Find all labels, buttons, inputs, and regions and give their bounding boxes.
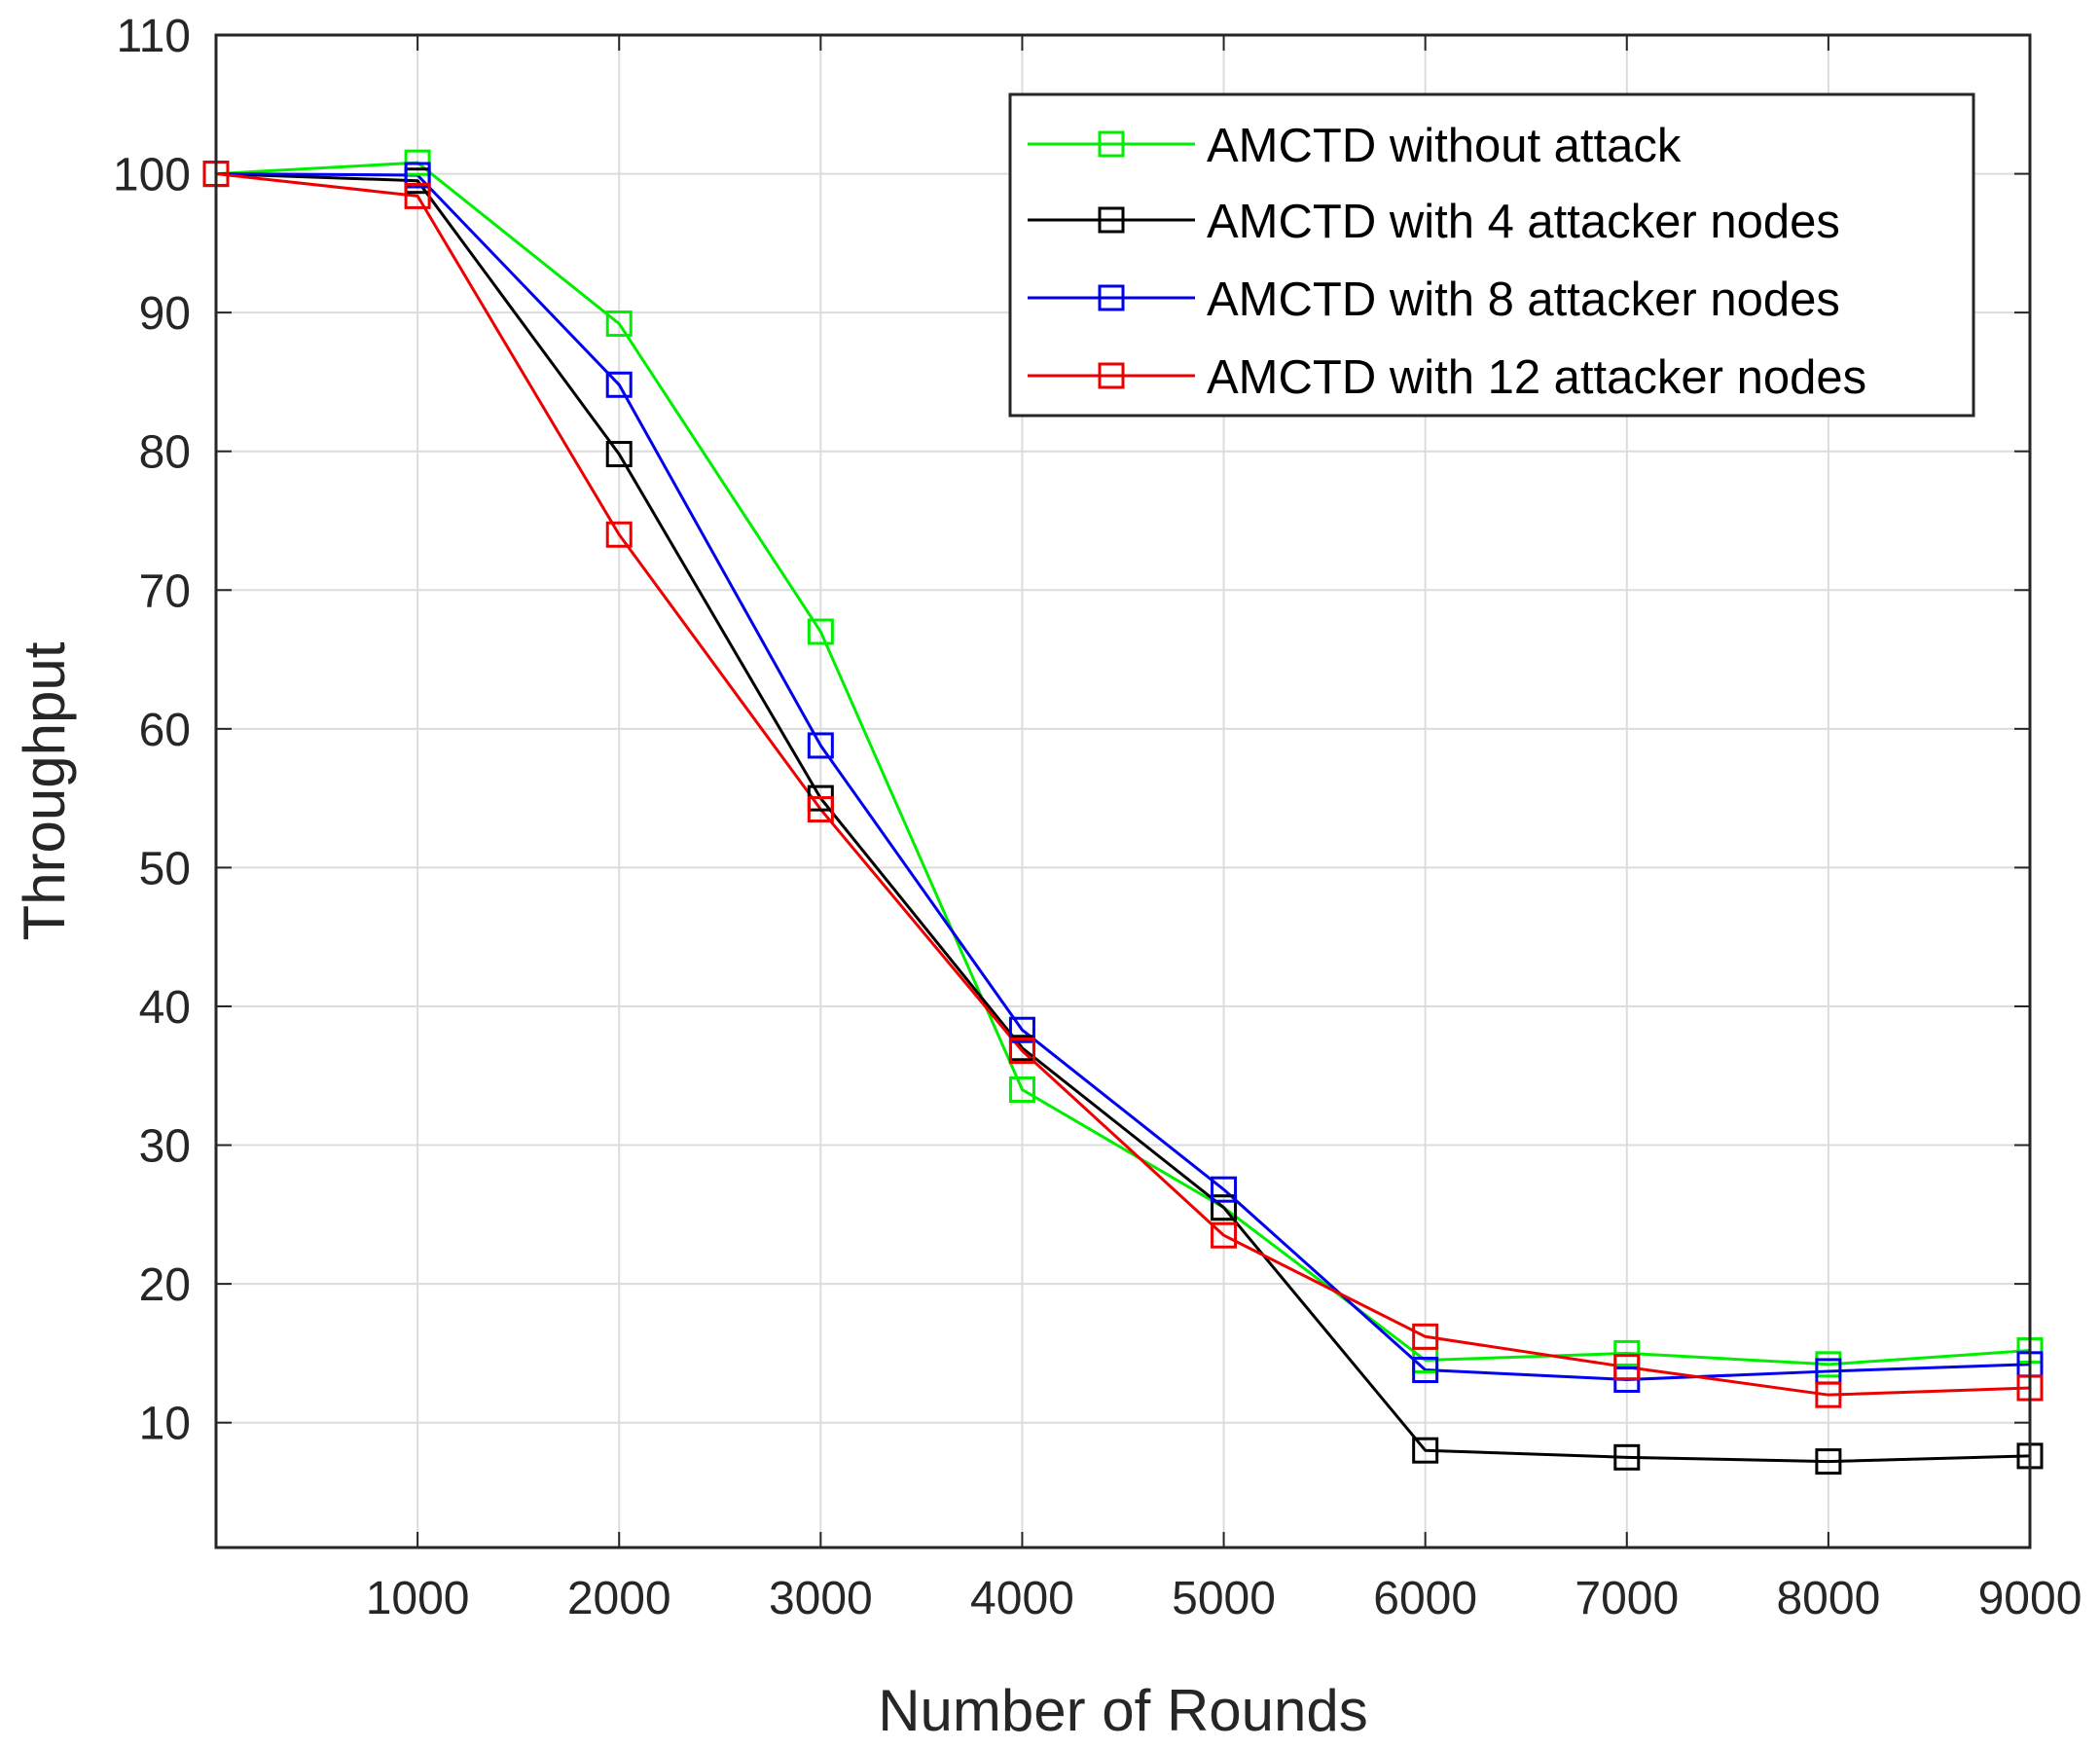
x-tick-label: 7000 xyxy=(1575,1573,1679,1624)
data-point-4-attackers xyxy=(1412,1437,1439,1464)
x-tick-label: 4000 xyxy=(970,1573,1074,1624)
legend-entry-without-attack: AMCTD without attack xyxy=(1028,120,1682,172)
legend: AMCTD without attack AMCTD with 4 attack… xyxy=(1008,92,1975,418)
legend-label-4-attackers: AMCTD with 4 attacker nodes xyxy=(1207,196,1840,248)
legend-entry-8-attackers: AMCTD with 8 attacker nodes xyxy=(1028,273,1840,326)
legend-entry-4-attackers: AMCTD with 4 attacker nodes xyxy=(1028,196,1840,248)
data-point-4-attackers xyxy=(1613,1443,1641,1471)
data-point-without-attack xyxy=(605,310,633,338)
legend-label-12-attackers: AMCTD with 12 attacker nodes xyxy=(1207,351,1866,404)
x-tick-label: 2000 xyxy=(567,1573,671,1624)
x-tick-label: 8000 xyxy=(1776,1573,1880,1624)
data-point-without-attack xyxy=(1008,1076,1035,1104)
y-tick-label: 110 xyxy=(116,11,191,62)
data-point-8-attackers xyxy=(1412,1357,1439,1384)
legend-marker-without-attack xyxy=(1098,130,1125,158)
data-point-12-attackers xyxy=(605,521,633,548)
x-tick-label: 3000 xyxy=(769,1573,873,1624)
series-line-4-attackers xyxy=(215,172,2031,1464)
y-tick-label: 90 xyxy=(139,288,191,340)
series-line-12-attackers xyxy=(215,172,2031,1397)
y-axis-title: Throughput xyxy=(12,641,77,940)
x-tick-label: 5000 xyxy=(1172,1573,1276,1624)
data-point-12-attackers xyxy=(1815,1381,1842,1408)
y-tick-label: 60 xyxy=(139,705,191,756)
series-lines xyxy=(215,161,2031,1464)
x-tick-labels: 1000 2000 3000 4000 5000 6000 7000 8000 9000 xyxy=(366,1573,2082,1624)
y-tick-labels: 10 20 30 40 50 60 70 80 90 100 110 xyxy=(113,11,191,1450)
data-point-12-attackers xyxy=(1211,1221,1238,1249)
y-tick-label: 80 xyxy=(139,427,191,479)
data-point-4-attackers xyxy=(1211,1194,1238,1221)
data-point-12-attackers xyxy=(1613,1354,1641,1381)
y-tick-label: 100 xyxy=(113,150,191,201)
series-line-without-attack xyxy=(215,161,2031,1366)
legend-label-without-attack: AMCTD without attack xyxy=(1207,120,1682,172)
plot-box xyxy=(214,33,2032,1549)
data-point-12-attackers xyxy=(404,182,431,209)
tick-marks xyxy=(216,34,2031,1548)
data-point-without-attack xyxy=(807,618,834,645)
legend-label-8-attackers: AMCTD with 8 attacker nodes xyxy=(1207,273,1840,326)
x-axis-title: Number of Rounds xyxy=(878,1678,1368,1743)
legend-marker-4-attackers xyxy=(1098,206,1125,234)
y-tick-label: 40 xyxy=(139,982,191,1034)
y-tick-label: 70 xyxy=(139,565,191,617)
y-tick-label: 10 xyxy=(139,1399,191,1450)
y-tick-label: 30 xyxy=(139,1121,191,1173)
x-tick-label: 9000 xyxy=(1978,1573,2082,1624)
data-point-8-attackers xyxy=(404,162,431,189)
data-point-8-attackers xyxy=(1008,1016,1035,1043)
x-tick-label: 1000 xyxy=(366,1573,470,1624)
data-point-8-attackers xyxy=(605,371,633,398)
data-point-4-attackers xyxy=(605,441,633,468)
data-point-12-attackers xyxy=(1412,1323,1439,1350)
legend-box xyxy=(1008,92,1975,418)
x-tick-label: 6000 xyxy=(1373,1573,1477,1624)
y-tick-label: 20 xyxy=(139,1259,191,1311)
data-point-12-attackers xyxy=(807,796,834,823)
y-tick-label: 50 xyxy=(139,843,191,894)
data-point-8-attackers xyxy=(807,732,834,759)
data-point-12-attackers xyxy=(1008,1038,1035,1065)
data-point-4-attackers xyxy=(1815,1448,1842,1476)
legend-marker-12-attackers xyxy=(1098,362,1125,389)
legend-entry-12-attackers: AMCTD with 12 attacker nodes xyxy=(1028,351,1866,404)
series-line-8-attackers xyxy=(215,172,2031,1381)
data-point-8-attackers xyxy=(1211,1176,1238,1203)
legend-marker-8-attackers xyxy=(1098,284,1125,311)
data-point-without-attack xyxy=(1613,1339,1641,1366)
